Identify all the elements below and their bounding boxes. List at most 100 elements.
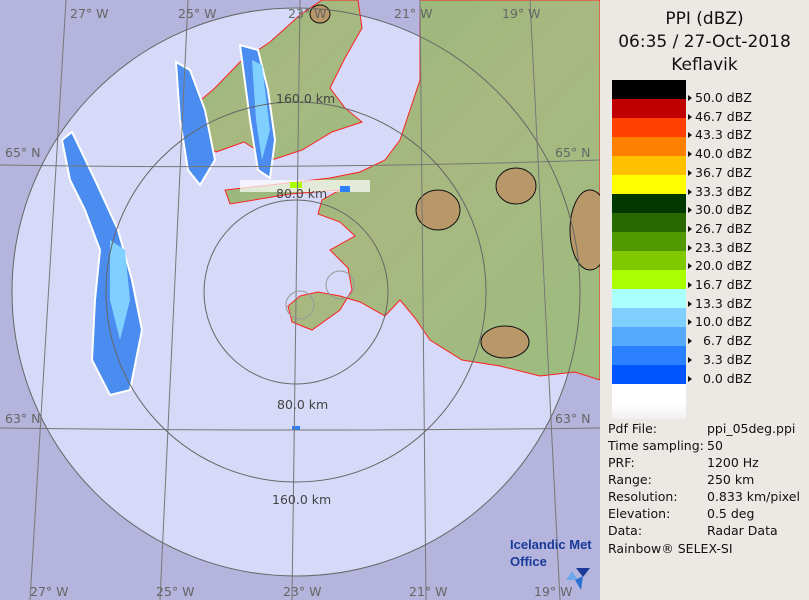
radar-map: 160.0 km 80.0 km 80.0 km 160.0 km 27° W … <box>0 0 600 600</box>
info-value: 0.833 km/pixel <box>707 489 800 504</box>
range-rings <box>11 7 581 577</box>
info-value: Radar Data <box>707 523 778 538</box>
legend-label: 3.3 dBZ <box>688 351 752 369</box>
lon-label-bottom: 19° W <box>534 584 573 599</box>
legend-label-text: 23.3 dBZ <box>695 239 752 255</box>
info-row: Time sampling: 50 <box>608 438 723 454</box>
tick-marker-icon <box>688 151 692 158</box>
info-value: 1200 Hz <box>707 455 759 470</box>
legend-label-text: 30.0 dBZ <box>695 202 752 218</box>
tick-marker-icon <box>688 169 692 176</box>
radar-echoes <box>60 43 370 430</box>
info-key: Data: <box>608 523 643 538</box>
legend-swatch <box>612 308 686 327</box>
info-row: Elevation: 0.5 deg <box>608 506 754 522</box>
credit: Rainbow® SELEX-SI <box>608 541 733 556</box>
legend-label-text: 13.3 dBZ <box>695 295 752 311</box>
legend-label-text: 40.0 dBZ <box>695 146 752 162</box>
legend-panel: PPI (dBZ) 06:35 / 27-Oct-2018 Keflavik 5… <box>600 0 809 600</box>
svg-text:Office: Office <box>510 554 547 569</box>
legend-label: 6.7 dBZ <box>688 332 752 350</box>
legend-swatch <box>612 289 686 308</box>
lon-label-top: 21° W <box>394 6 433 21</box>
product-title: PPI (dBZ) <box>665 9 744 29</box>
legend-swatch <box>612 232 686 251</box>
range-label-160-south: 160.0 km <box>272 492 331 507</box>
legend-label: 46.7 dBZ <box>688 108 752 126</box>
graticule <box>0 0 600 600</box>
legend-label-text: 33.3 dBZ <box>695 183 752 199</box>
lon-label-bottom: 27° W <box>30 584 69 599</box>
info-key: Time sampling: <box>608 438 704 453</box>
info-key: PRF: <box>608 455 635 470</box>
legend-swatch <box>612 118 686 137</box>
tick-marker-icon <box>688 300 692 307</box>
info-key: Pdf File: <box>608 421 657 436</box>
legend-label: 0.0 dBZ <box>688 370 752 388</box>
legend-label-text: 6.7 dBZ <box>695 333 752 349</box>
legend-swatch <box>612 175 686 194</box>
legend-label-text: 3.3 dBZ <box>695 351 752 367</box>
tick-marker-icon <box>688 263 692 270</box>
legend-label-text: 46.7 dBZ <box>695 108 752 124</box>
info-row: Range: 250 km <box>608 472 754 488</box>
info-value: ppi_05deg.ppi <box>707 421 796 436</box>
tick-marker-icon <box>688 319 692 326</box>
legend-swatch <box>612 346 686 365</box>
info-key: Elevation: <box>608 506 671 521</box>
info-row: Data: Radar Data <box>608 523 778 539</box>
legend-swatch <box>612 327 686 346</box>
datetime: 06:35 / 27-Oct-2018 <box>618 32 791 52</box>
range-label-80-south: 80.0 km <box>277 397 328 412</box>
info-key: Resolution: <box>608 489 678 504</box>
tick-marker-icon <box>688 244 692 251</box>
legend-label-text: 16.7 dBZ <box>695 277 752 292</box>
legend-label-text: 10.0 dBZ <box>695 314 752 330</box>
legend-swatch <box>612 251 686 270</box>
legend-label: 50.0 dBZ <box>688 89 752 107</box>
lon-label-bottom: 23° W <box>283 584 322 599</box>
legend-label: 20.0 dBZ <box>688 257 752 275</box>
legend-swatch <box>612 384 686 419</box>
legend-swatch <box>612 80 686 99</box>
info-row: Pdf File: ppi_05deg.ppi <box>608 421 795 437</box>
tick-marker-icon <box>688 375 692 382</box>
legend-swatch <box>612 99 686 118</box>
tick-marker-icon <box>688 338 692 345</box>
legend-swatch <box>612 365 686 384</box>
range-label-80-north: 80.0 km <box>276 186 327 201</box>
land <box>194 0 600 381</box>
legend-swatch <box>612 213 686 232</box>
info-row: PRF: 1200 Hz <box>608 455 759 471</box>
tick-marker-icon <box>688 225 692 232</box>
tick-marker-icon <box>688 188 692 195</box>
lon-label-bottom: 21° W <box>409 584 448 599</box>
lat-label-right: 63° N <box>555 411 590 426</box>
legend-label: 33.3 dBZ <box>688 183 752 201</box>
tick-marker-icon <box>688 95 692 101</box>
legend-label-text: 20.0 dBZ <box>695 258 752 274</box>
tick-marker-icon <box>688 356 692 363</box>
tick-marker-icon <box>688 207 692 214</box>
imo-logo: Icelandic Met Office <box>510 537 592 590</box>
tick-marker-icon <box>688 282 692 288</box>
legend-label: 26.7 dBZ <box>688 220 752 238</box>
svg-text:Icelandic Met: Icelandic Met <box>510 537 592 552</box>
range-label-160-north: 160.0 km <box>276 91 335 106</box>
legend-label: 16.7 dBZ <box>688 276 752 294</box>
lon-label-top: 19° W <box>502 6 541 21</box>
legend-label-text: 36.7 dBZ <box>695 164 752 180</box>
info-value: 250 km <box>707 472 755 487</box>
info-value: 0.5 deg <box>707 506 755 521</box>
legend-swatch <box>612 194 686 213</box>
legend-label-text: 0.0 dBZ <box>695 370 752 386</box>
legend-label: 23.3 dBZ <box>688 239 752 257</box>
legend-label-text: 50.0 dBZ <box>695 90 752 105</box>
legend-swatch <box>612 156 686 175</box>
lat-label-left: 63° N <box>5 411 40 426</box>
lat-label-left: 65° N <box>5 145 40 160</box>
legend-label: 13.3 dBZ <box>688 295 752 313</box>
legend-swatch <box>612 137 686 156</box>
lon-label-top: 23° W <box>288 6 327 21</box>
info-key: Range: <box>608 472 652 487</box>
